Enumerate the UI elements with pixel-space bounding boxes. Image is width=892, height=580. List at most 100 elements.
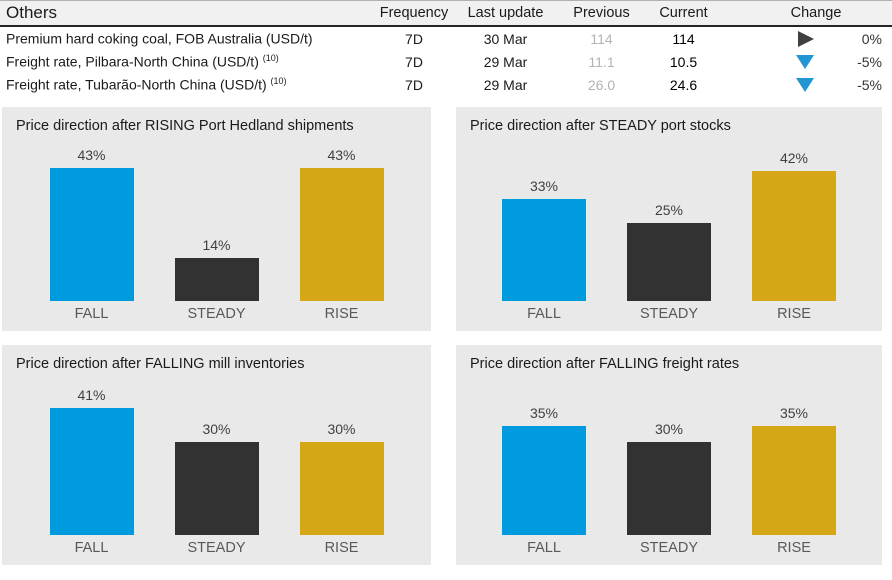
category-label: RISE — [324, 540, 359, 556]
bar-column-rise: 35% RISE — [752, 405, 836, 557]
fall-bar — [49, 168, 134, 301]
previous-value: 114 — [590, 30, 613, 47]
chart-title: Price direction after RISING Port Hedlan… — [16, 118, 354, 134]
steady-bar — [174, 442, 259, 535]
series-name: Freight rate, Pilbara-North China (USD/t… — [0, 53, 375, 70]
change-cell: -5% — [722, 54, 892, 70]
last-update-value: 29 Mar — [483, 76, 528, 93]
bar-column-steady: 14% STEADY — [174, 237, 259, 323]
bar-value-label: 30% — [202, 421, 231, 437]
fall-bar — [502, 426, 586, 535]
column-header-frequency: Frequency — [379, 5, 449, 21]
steady-arrow-icon — [798, 30, 814, 47]
chart-grid: Price direction after RISING Port Hedlan… — [2, 107, 892, 565]
change-cell: 0% — [722, 30, 892, 47]
bar-column-rise: 30% RISE — [299, 421, 384, 557]
series-name: Freight rate, Tubarão-North China (USD/t… — [0, 76, 375, 93]
chart-panel-freight-rates: Price direction after FALLING freight ra… — [456, 345, 882, 565]
table-row: Premium hard coking coal, FOB Australia … — [0, 27, 892, 50]
frequency-value: 7D — [405, 53, 423, 70]
change-percent: -5% — [857, 76, 882, 93]
bar-column-rise: 42% RISE — [752, 150, 836, 323]
fall-bar — [49, 408, 134, 535]
bar-value-label: 33% — [529, 178, 559, 194]
category-label: STEADY — [187, 306, 246, 322]
bar-value-label: 30% — [654, 421, 684, 437]
chart-title: Price direction after FALLING mill inven… — [16, 356, 305, 372]
category-label: RISE — [324, 306, 359, 322]
bar-group: 33% FALL 25% STEADY 42% RISE — [456, 150, 882, 323]
bar-column-steady: 25% STEADY — [627, 202, 711, 323]
table-row: Freight rate, Tubarão-North China (USD/t… — [0, 73, 892, 96]
category-label: STEADY — [187, 540, 246, 556]
footnote-ref: (10) — [262, 53, 279, 64]
change-percent: -5% — [857, 53, 882, 70]
category-label: FALL — [527, 306, 561, 322]
category-label: FALL — [74, 306, 109, 322]
bar-value-label: 41% — [77, 387, 106, 403]
rise-bar — [752, 171, 836, 301]
bar-column-fall: 41% FALL — [49, 387, 134, 557]
footnote-ref: (10) — [270, 76, 287, 87]
rise-bar — [752, 426, 836, 535]
bar-column-steady: 30% STEADY — [174, 421, 259, 557]
chart-title: Price direction after STEADY port stocks — [470, 118, 731, 134]
current-value: 24.6 — [669, 76, 698, 93]
category-label: STEADY — [639, 306, 698, 322]
bar-group: 41% FALL 30% STEADY 30% RISE — [2, 387, 431, 557]
bar-value-label: 35% — [779, 405, 809, 421]
series-name-text: Freight rate, Tubarão-North China (USD/t… — [6, 76, 267, 93]
rise-bar — [299, 442, 384, 535]
fall-bar — [502, 199, 586, 301]
bar-value-label: 43% — [327, 147, 356, 163]
bar-value-label: 25% — [654, 202, 684, 218]
down-arrow-icon — [796, 77, 814, 92]
bar-value-label: 43% — [77, 147, 106, 163]
category-label: FALL — [74, 540, 109, 556]
bar-group: 35% FALL 30% STEADY 35% RISE — [456, 405, 882, 557]
chart-panel-mill-inventories: Price direction after FALLING mill inven… — [2, 345, 431, 565]
category-label: FALL — [527, 540, 561, 556]
column-header-current: Current — [659, 5, 708, 21]
rise-bar — [299, 168, 384, 301]
chart-title: Price direction after FALLING freight ra… — [470, 356, 740, 372]
bar-column-fall: 35% FALL — [502, 405, 586, 557]
last-update-value: 30 Mar — [483, 30, 528, 47]
others-table: Others Frequency Last update Previous Cu… — [0, 0, 892, 96]
change-cell: -5% — [722, 77, 892, 93]
category-label: STEADY — [639, 540, 698, 556]
steady-bar — [174, 258, 259, 301]
series-name: Premium hard coking coal, FOB Australia … — [0, 30, 375, 47]
table-title: Others — [6, 3, 58, 22]
bar-column-rise: 43% RISE — [299, 147, 384, 323]
current-value: 10.5 — [669, 53, 698, 70]
chart-panel-port-hedland-shipments: Price direction after RISING Port Hedlan… — [2, 107, 431, 331]
bar-column-fall: 43% FALL — [49, 147, 134, 323]
frequency-value: 7D — [405, 30, 423, 47]
bar-value-label: 35% — [529, 405, 559, 421]
table-header-row: Others Frequency Last update Previous Cu… — [0, 0, 892, 27]
steady-bar — [627, 223, 711, 301]
bar-group: 43% FALL 14% STEADY 43% RISE — [2, 147, 431, 323]
column-header-change: Change — [790, 5, 842, 21]
current-value: 114 — [672, 30, 695, 47]
previous-value: 11.1 — [588, 53, 615, 70]
steady-bar — [627, 442, 711, 535]
series-name-text: Freight rate, Pilbara-North China (USD/t… — [6, 53, 259, 70]
bar-value-label: 42% — [779, 150, 809, 166]
table-row: Freight rate, Pilbara-North China (USD/t… — [0, 50, 892, 73]
last-update-value: 29 Mar — [483, 53, 528, 70]
frequency-value: 7D — [405, 76, 423, 93]
series-name-text: Premium hard coking coal, FOB Australia … — [6, 30, 313, 47]
column-header-last-update: Last update — [467, 5, 544, 21]
previous-value: 26.0 — [587, 76, 616, 93]
bar-column-steady: 30% STEADY — [627, 421, 711, 557]
bar-value-label: 14% — [202, 237, 231, 253]
bar-column-fall: 33% FALL — [502, 178, 586, 323]
category-label: RISE — [777, 306, 811, 322]
column-header-previous: Previous — [573, 5, 630, 21]
bar-value-label: 30% — [327, 421, 356, 437]
down-arrow-icon — [796, 54, 814, 69]
chart-panel-port-stocks: Price direction after STEADY port stocks… — [456, 107, 882, 331]
change-percent: 0% — [861, 30, 882, 47]
